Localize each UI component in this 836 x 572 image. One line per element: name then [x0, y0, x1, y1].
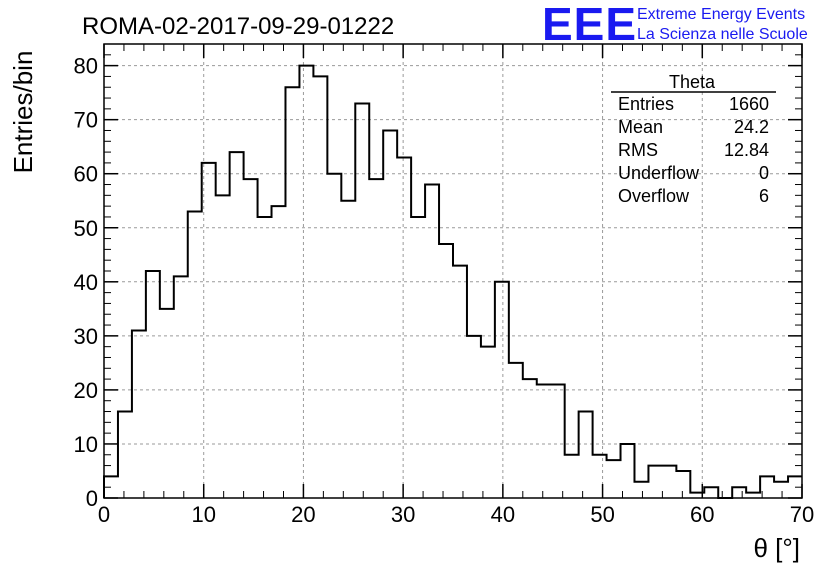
stats-label: Mean: [618, 117, 663, 137]
histogram-bin: [453, 266, 467, 498]
histogram-bin: [662, 466, 676, 498]
histogram-bin: [425, 185, 439, 498]
histogram-bin: [676, 471, 690, 498]
logo-line-2: La Scienza nelle Scuole: [637, 26, 808, 43]
histogram-bin: [230, 152, 244, 498]
stats-value: 12.84: [724, 140, 769, 160]
stats-label: Overflow: [618, 186, 690, 206]
histogram-bin: [132, 330, 146, 498]
stats-label: RMS: [618, 140, 658, 160]
histogram-bin: [732, 487, 746, 498]
histogram-bin: [285, 87, 299, 498]
y-tick-label: 40: [74, 270, 98, 295]
stats-title: Theta: [669, 72, 716, 92]
histogram-bin: [593, 455, 607, 498]
histogram-bin: [481, 347, 495, 498]
eee-logo: EEE Extreme Energy Events La Scienza nel…: [542, 0, 808, 50]
stats-rows: Entries 1660 Mean 24.2 RMS 12.84 Underflow 0 Ove…: [618, 94, 769, 206]
axis-ticks: [103, 43, 803, 499]
x-tick-label: 50: [590, 502, 614, 527]
histogram-bin: [313, 76, 327, 498]
x-tick-label: 0: [98, 502, 110, 527]
histogram-bin: [272, 206, 286, 498]
stats-value: 24.2: [734, 117, 769, 137]
histogram-bin: [537, 385, 551, 499]
y-tick-label: 30: [74, 324, 98, 349]
histogram-bin: [299, 66, 313, 498]
chart-title: ROMA-02-2017-09-29-01222: [82, 13, 394, 40]
histogram-bin: [411, 217, 425, 498]
histogram-bin: [467, 336, 481, 498]
plot-frame: [103, 43, 803, 499]
y-axis-label: Entries/bin: [8, 51, 38, 174]
histogram-bin: [648, 466, 662, 498]
histogram-bin: [118, 412, 132, 498]
histogram-bin: [397, 158, 411, 499]
histogram-bin: [258, 217, 272, 498]
x-tick-label: 40: [491, 502, 515, 527]
y-tick-label: 0: [86, 486, 98, 511]
stats-value: 0: [759, 163, 769, 183]
x-tick-label: 70: [790, 502, 814, 527]
histogram-bin: [369, 179, 383, 498]
histogram-bin: [634, 482, 648, 498]
x-tick-label: 30: [391, 502, 415, 527]
x-tick-label: 60: [690, 502, 714, 527]
stats-box: Theta Entries 1660 Mean 24.2 RMS 12.84 Underfl…: [611, 72, 776, 206]
histogram-bin: [509, 363, 523, 498]
y-tick-label: 70: [74, 108, 98, 133]
histogram-bin: [244, 179, 258, 498]
stats-value: 1660: [729, 94, 769, 114]
y-tick-label: 20: [74, 378, 98, 403]
histogram-bin: [216, 195, 230, 498]
logo-line-1: Extreme Energy Events: [637, 6, 805, 23]
histogram-bin: [160, 309, 174, 498]
histogram-bin: [188, 212, 202, 498]
stats-label: Entries: [618, 94, 674, 114]
histogram-bin: [174, 276, 188, 498]
histogram-bin: [579, 412, 593, 498]
y-tick-label: 10: [74, 432, 98, 457]
histogram-bin: [774, 482, 788, 498]
histogram-bin: [341, 201, 355, 498]
y-tick-label: 80: [74, 54, 98, 79]
histogram-bin: [565, 455, 579, 498]
y-tick-label: 60: [74, 162, 98, 187]
stats-label: Underflow: [618, 163, 700, 183]
histogram-step-line: [103, 64, 802, 499]
histogram-bin: [383, 130, 397, 498]
histogram-bin: [523, 379, 537, 498]
histogram-bin: [621, 444, 635, 498]
histogram-bin: [355, 103, 369, 498]
x-axis-label: θ [°]: [753, 533, 800, 563]
x-tick-label: 20: [291, 502, 315, 527]
histogram-bin: [607, 460, 621, 498]
x-tick-label: 10: [191, 502, 215, 527]
stats-value: 6: [759, 186, 769, 206]
y-tick-label: 50: [74, 216, 98, 241]
eee-logo-mark: EEE: [542, 0, 637, 50]
histogram-bin: [551, 385, 565, 499]
histogram-bin: [146, 271, 160, 498]
grid: [104, 44, 802, 498]
histogram-bin: [704, 487, 718, 498]
